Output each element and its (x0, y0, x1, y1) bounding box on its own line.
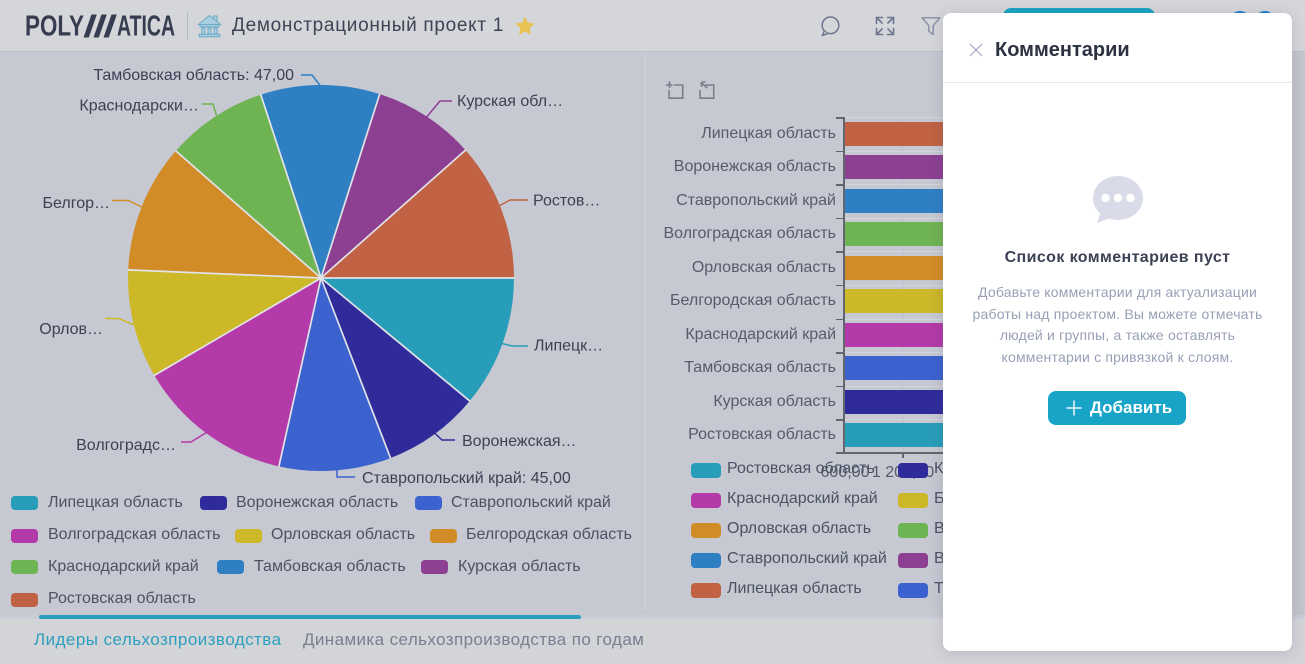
svg-text:Ставропольский край: 45,00: Ставропольский край: 45,00 (362, 470, 571, 487)
svg-text:ATICA: ATICA (117, 13, 175, 39)
svg-text:Белгор…: Белгор… (43, 195, 110, 212)
svg-text:Липецк…: Липецк… (534, 338, 603, 355)
svg-text:Тамбовская область: 47,00: Тамбовская область: 47,00 (93, 67, 294, 84)
svg-text:Воронежская…: Воронежская… (462, 433, 577, 450)
svg-text:Курская обл…: Курская обл… (457, 93, 563, 110)
svg-text:Волгоградс…: Волгоградс… (76, 437, 176, 454)
svg-text:Ростов…: Ростов… (533, 193, 600, 210)
svg-text:Орлов…: Орлов… (39, 321, 103, 338)
svg-text:Краснодарски…: Краснодарски… (79, 98, 199, 115)
svg-text:POLY: POLY (25, 13, 84, 39)
